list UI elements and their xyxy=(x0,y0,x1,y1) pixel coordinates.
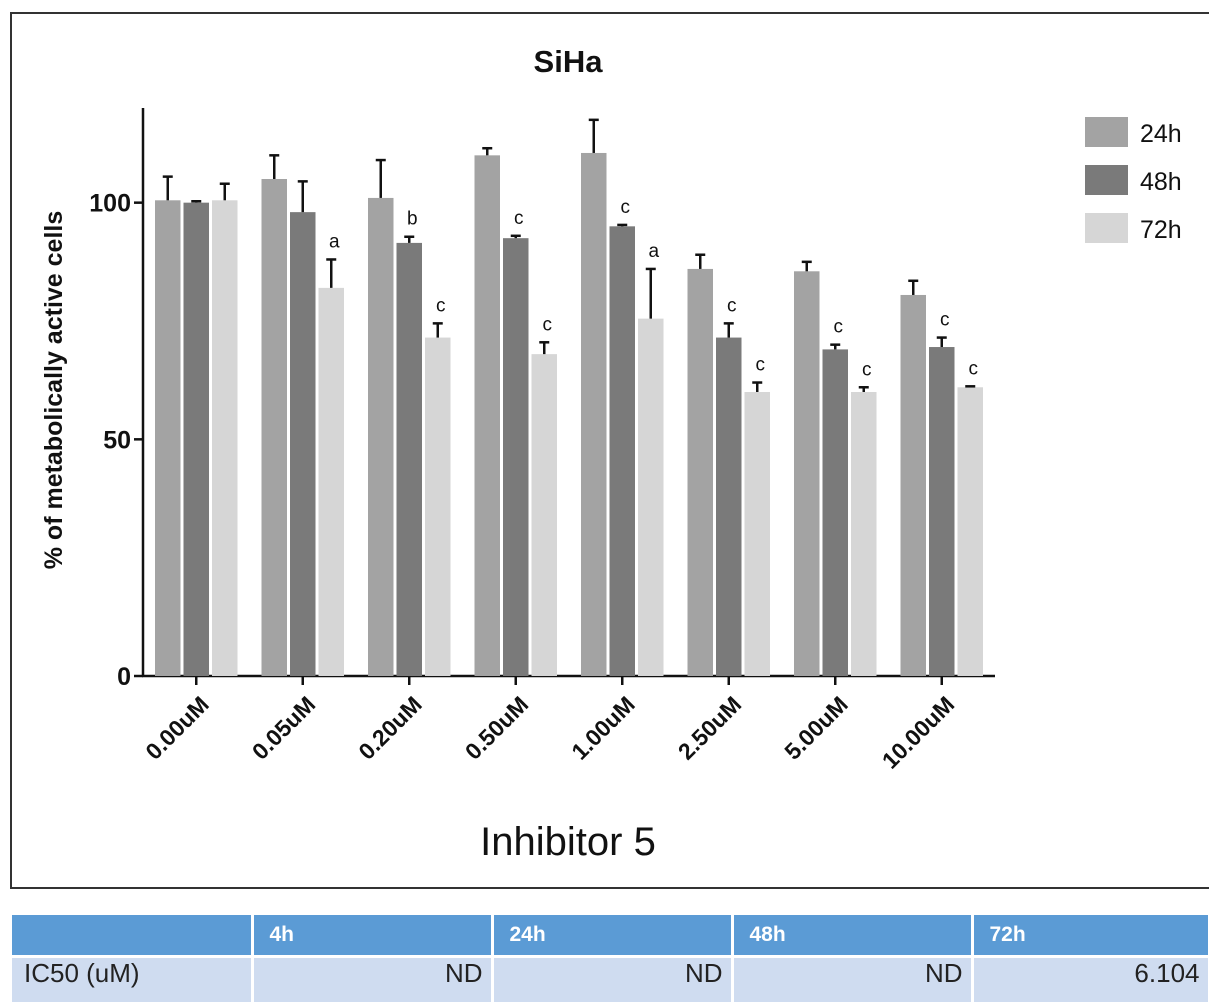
significance-label: c xyxy=(621,197,631,218)
bar-48h-0.00uM xyxy=(184,203,210,676)
table-header-row: 4h 24h 48h 72h xyxy=(12,915,1209,957)
cell-ic50-48h: ND xyxy=(732,957,972,1002)
bar-24h-0.50uM xyxy=(475,155,501,676)
legend-label-48h: 48h xyxy=(1140,168,1182,196)
bar-72h-5.00uM xyxy=(851,392,877,676)
significance-label: c xyxy=(543,314,553,335)
x-tick-label: 0.00uM xyxy=(140,691,214,765)
significance-label: a xyxy=(329,231,340,252)
significance-label: b xyxy=(407,209,418,230)
bar-48h-0.50uM xyxy=(503,238,529,676)
table-header-4h: 4h xyxy=(252,915,492,957)
bar-72h-10.00uM xyxy=(958,387,984,676)
y-axis-label: % of metabolically active cells xyxy=(40,211,68,570)
significance-label: c xyxy=(436,295,446,316)
bar-72h-0.00uM xyxy=(212,200,238,676)
bar-72h-1.00uM xyxy=(638,319,664,676)
chart-title: SiHa xyxy=(534,44,604,79)
legend-swatch-24h xyxy=(1085,117,1128,147)
cell-ic50-72h: 6.104 xyxy=(972,957,1209,1002)
bar-chart: SiHa % of metabolically active cells Inh… xyxy=(0,0,1209,900)
significance-label: a xyxy=(648,241,659,262)
bar-48h-10.00uM xyxy=(929,347,955,676)
bar-48h-5.00uM xyxy=(823,349,849,676)
significance-label: c xyxy=(756,355,766,376)
bar-72h-0.50uM xyxy=(532,354,558,676)
bar-48h-1.00uM xyxy=(610,226,636,676)
legend-label-72h: 72h xyxy=(1140,216,1182,244)
x-tick-label: 1.00uM xyxy=(566,691,640,765)
bar-24h-5.00uM xyxy=(794,271,820,676)
bar-48h-0.05uM xyxy=(290,212,316,676)
x-tick-label: 5.00uM xyxy=(779,691,853,765)
x-tick-label: 0.05uM xyxy=(247,691,321,765)
legend-label-24h: 24h xyxy=(1140,120,1182,148)
table-header-48h: 48h xyxy=(732,915,972,957)
x-tick-label: 0.20uM xyxy=(353,691,427,765)
row-label-ic50: IC50 (uM) xyxy=(12,957,252,1002)
significance-label: c xyxy=(514,208,524,229)
x-axis-label: Inhibitor 5 xyxy=(480,820,656,864)
significance-label: c xyxy=(862,359,872,380)
ic50-table: 4h 24h 48h 72h IC50 (uM) ND ND ND 6.104 xyxy=(12,915,1209,1002)
x-tick-label: 10.00uM xyxy=(877,691,960,774)
y-tick-label: 50 xyxy=(103,426,131,454)
significance-label: c xyxy=(969,358,979,379)
bar-72h-2.50uM xyxy=(745,392,771,676)
legend-swatch-72h xyxy=(1085,213,1128,243)
bar-24h-0.20uM xyxy=(368,198,394,676)
bar-24h-2.50uM xyxy=(688,269,714,676)
bar-72h-0.20uM xyxy=(425,338,451,676)
significance-label: c xyxy=(940,310,950,331)
table-header-corner xyxy=(12,915,252,957)
cell-ic50-24h: ND xyxy=(492,957,732,1002)
legend-swatch-48h xyxy=(1085,165,1128,195)
significance-label: c xyxy=(834,317,844,338)
bar-24h-1.00uM xyxy=(581,153,607,676)
bar-24h-0.00uM xyxy=(155,200,181,676)
y-tick-label: 100 xyxy=(89,190,131,218)
x-tick-label: 0.50uM xyxy=(460,691,534,765)
bar-24h-0.05uM xyxy=(262,179,288,676)
bar-48h-0.20uM xyxy=(397,243,423,676)
table-row: IC50 (uM) ND ND ND 6.104 xyxy=(12,957,1209,1002)
table-header-72h: 72h xyxy=(972,915,1209,957)
table-header-24h: 24h xyxy=(492,915,732,957)
x-tick-label: 2.50uM xyxy=(673,691,747,765)
y-tick-label: 0 xyxy=(117,663,131,691)
bar-48h-2.50uM xyxy=(716,338,742,676)
bar-72h-0.05uM xyxy=(319,288,345,676)
cell-ic50-4h: ND xyxy=(252,957,492,1002)
significance-label: c xyxy=(727,295,737,316)
bar-24h-10.00uM xyxy=(901,295,927,676)
